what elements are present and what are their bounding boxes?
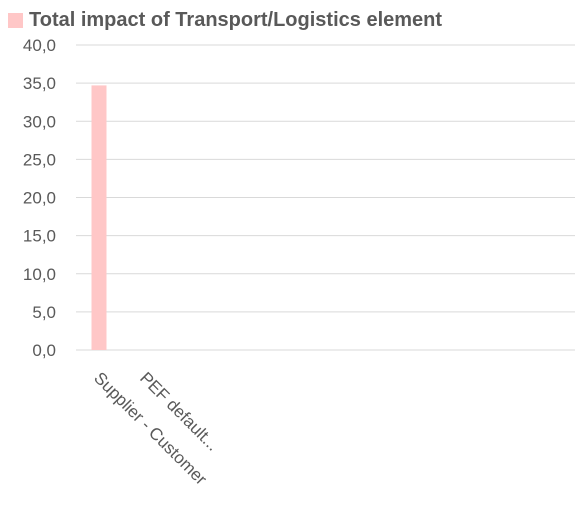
legend-swatch xyxy=(8,12,23,28)
y-tick-label: 40,0 xyxy=(23,36,56,55)
y-tick-label: 0,0 xyxy=(32,341,56,360)
y-tick-label: 10,0 xyxy=(23,265,56,284)
y-tick-label: 30,0 xyxy=(23,112,56,131)
y-tick-label: 35,0 xyxy=(23,74,56,93)
legend: Total impact of Transport/Logistics elem… xyxy=(8,6,442,34)
y-tick-label: 5,0 xyxy=(32,303,56,322)
y-tick-label: 20,0 xyxy=(23,189,56,208)
legend-label: Total impact of Transport/Logistics elem… xyxy=(29,8,443,31)
x-tick-label: PEF default... xyxy=(136,368,222,454)
bar xyxy=(91,85,107,350)
y-tick-label: 15,0 xyxy=(23,227,56,246)
y-tick-label: 25,0 xyxy=(23,150,56,169)
